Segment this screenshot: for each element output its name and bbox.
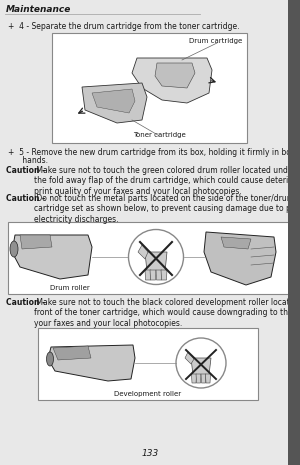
Polygon shape	[196, 374, 201, 383]
Polygon shape	[145, 270, 151, 280]
Bar	[8, 222, 290, 294]
Text: Drum cartridge: Drum cartridge	[189, 38, 242, 44]
Text: Maintenance: Maintenance	[6, 5, 71, 14]
Polygon shape	[191, 358, 211, 375]
Polygon shape	[138, 245, 148, 259]
Text: hands.: hands.	[8, 156, 48, 165]
Polygon shape	[161, 270, 167, 280]
Polygon shape	[145, 252, 167, 272]
Text: Caution -: Caution -	[6, 298, 48, 307]
Polygon shape	[191, 374, 196, 383]
Polygon shape	[82, 83, 147, 123]
Text: Caution -: Caution -	[6, 166, 48, 175]
Polygon shape	[20, 235, 52, 249]
Text: +  4 - Separate the drum cartridge from the toner cartridge.: + 4 - Separate the drum cartridge from t…	[8, 22, 239, 31]
Polygon shape	[48, 345, 135, 381]
Text: 133: 133	[141, 449, 159, 458]
Polygon shape	[206, 374, 211, 383]
Polygon shape	[150, 270, 156, 280]
Polygon shape	[12, 235, 92, 279]
Bar	[52, 33, 247, 143]
Polygon shape	[53, 346, 91, 360]
Text: Development roller: Development roller	[114, 391, 182, 397]
Text: Caution -: Caution -	[6, 194, 48, 203]
Polygon shape	[185, 352, 194, 364]
Polygon shape	[201, 374, 206, 383]
Bar	[288, 0, 300, 465]
Text: Drum roller: Drum roller	[50, 285, 90, 291]
Text: Toner cartridge: Toner cartridge	[133, 132, 186, 138]
Polygon shape	[92, 89, 135, 113]
Ellipse shape	[10, 241, 18, 257]
Text: +  5 - Remove the new drum cartridge from its box, holding it firmly in both: + 5 - Remove the new drum cartridge from…	[8, 148, 299, 157]
Polygon shape	[155, 63, 195, 88]
Ellipse shape	[176, 338, 226, 388]
Ellipse shape	[46, 352, 53, 366]
Polygon shape	[221, 237, 251, 249]
Polygon shape	[204, 232, 276, 285]
Text: Do not touch the metal parts located on the side of the toner/drum
cartridge set: Do not touch the metal parts located on …	[34, 194, 300, 224]
Polygon shape	[132, 58, 212, 103]
Polygon shape	[156, 270, 162, 280]
Ellipse shape	[128, 230, 184, 285]
Text: Make sure not to touch the black colored development roller located in
front of : Make sure not to touch the black colored…	[34, 298, 300, 328]
Bar	[38, 328, 258, 400]
Text: Make sure not to touch the green colored drum roller located under
the fold away: Make sure not to touch the green colored…	[34, 166, 300, 196]
